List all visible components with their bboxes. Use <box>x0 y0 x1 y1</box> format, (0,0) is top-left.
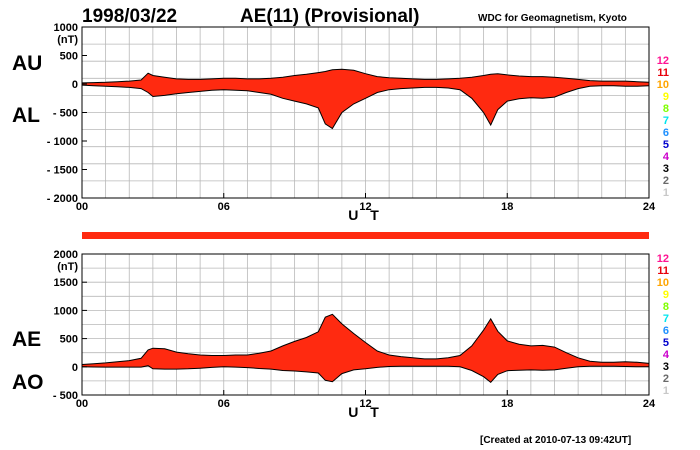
au-al-panel: 1000 500 0 - 500 - 1000 - 1500 - 2000 00 06 12 18… <box>12 22 656 223</box>
station-count-label: 7 <box>663 313 669 325</box>
station-count-label: 1 <box>663 385 669 397</box>
station-count-label: 12 <box>657 55 669 67</box>
ao-series-line <box>81 365 649 383</box>
station-count-label: 8 <box>663 301 669 313</box>
x-tick-label: 00 <box>76 398 88 410</box>
source-label: WDC for Geomagnetism, Kyoto <box>478 13 627 24</box>
x-tick-label: 12 <box>359 398 371 410</box>
station-count-label: 1 <box>663 187 669 199</box>
x-tick-label: 18 <box>501 398 513 410</box>
ae-ao-x-ticks: 00 06 12 18 24 <box>76 390 656 410</box>
station-count-label: 4 <box>663 349 670 361</box>
y-tick-label: 0 <box>72 79 78 91</box>
station-count-label: 9 <box>663 91 669 103</box>
au-al-x-ticks: 00 06 12 18 24 <box>76 193 656 213</box>
y-tick-label: - 2000 <box>47 193 78 205</box>
y-tick-label: 1000 <box>54 22 78 34</box>
au-al-x-axis-label: U T <box>348 207 383 223</box>
au-al-unit: (nT) <box>57 34 78 46</box>
x-tick-label: 06 <box>218 201 230 213</box>
x-tick-label: 00 <box>76 201 88 213</box>
station-count-label: 4 <box>663 151 670 163</box>
station-count-label: 10 <box>657 79 669 91</box>
station-count-label: 3 <box>663 163 669 175</box>
y-tick-label: 500 <box>60 334 78 346</box>
y-tick-label: 500 <box>60 51 78 63</box>
station-count-label: 6 <box>663 127 669 139</box>
station-count-label: 7 <box>663 115 669 127</box>
ae-ao-panel: 2000 1500 1000 500 0 - 500 00 06 12 18 24 (nT) AE… <box>12 249 656 420</box>
ao-label: AO <box>12 371 44 394</box>
ae-series-line <box>81 313 650 365</box>
au-al-grid <box>82 27 649 198</box>
y-tick-label: 1500 <box>54 277 78 289</box>
ae-ao-unit: (nT) <box>57 261 78 273</box>
station-count-label: 5 <box>663 139 669 151</box>
ae-ao-grid <box>82 254 649 395</box>
date-label: 1998/03/22 <box>82 6 177 27</box>
station-count-label: 8 <box>663 103 669 115</box>
au-al-y-ticks: 1000 500 0 - 500 - 1000 - 1500 - 2000 <box>47 22 87 205</box>
y-tick-label: 0 <box>72 362 78 374</box>
station-count-label: 2 <box>663 373 669 385</box>
x-tick-label: 24 <box>643 201 656 213</box>
station-count-label: 2 <box>663 175 669 187</box>
au-al-plot <box>81 68 650 130</box>
al-series-line <box>81 84 650 130</box>
x-tick-label: 18 <box>501 201 513 213</box>
area-texture <box>82 314 650 382</box>
station-count-label: 12 <box>657 253 669 265</box>
y-tick-label: - 500 <box>53 390 78 402</box>
y-tick-label: 2000 <box>54 249 78 261</box>
station-count-label: 3 <box>663 361 669 373</box>
y-tick-label: 1000 <box>54 305 78 317</box>
station-count-label: 11 <box>657 265 669 277</box>
x-tick-label: 24 <box>643 398 656 410</box>
au-series-line <box>81 68 650 84</box>
station-count-label: 11 <box>657 67 669 79</box>
ae-ao-y-ticks: 2000 1500 1000 500 0 - 500 <box>53 249 87 402</box>
separator-bar <box>82 232 649 239</box>
station-count-label: 10 <box>657 277 669 289</box>
y-tick-label: - 1500 <box>47 165 78 177</box>
station-count-label: 5 <box>663 337 669 349</box>
ae-label: AE <box>12 328 41 351</box>
chart-title: AE(11) (Provisional) <box>240 6 420 27</box>
au-label: AU <box>12 52 42 75</box>
y-tick-label: - 500 <box>53 108 78 120</box>
ae-ao-x-axis-label: U T <box>348 404 383 420</box>
station-count-label: 6 <box>663 325 669 337</box>
x-tick-label: 12 <box>359 201 371 213</box>
x-tick-label: 06 <box>218 398 230 410</box>
ae-ao-plot <box>81 313 650 383</box>
created-timestamp: [Created at 2010-07-13 09:42UT] <box>480 435 631 446</box>
al-label: AL <box>12 104 40 127</box>
y-tick-label: - 1000 <box>47 136 78 148</box>
station-count-label: 9 <box>663 289 669 301</box>
